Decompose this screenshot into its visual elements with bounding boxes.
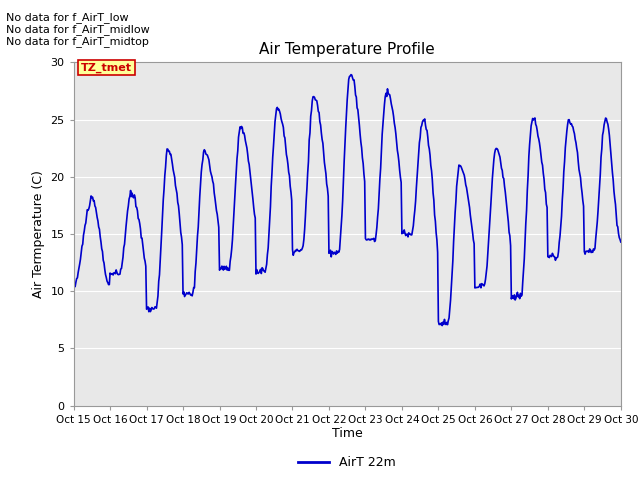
Text: No data for f_AirT_midlow: No data for f_AirT_midlow [6,24,150,35]
Y-axis label: Air Termperature (C): Air Termperature (C) [32,170,45,298]
Title: Air Temperature Profile: Air Temperature Profile [259,42,435,57]
X-axis label: Time: Time [332,427,363,441]
Legend: AirT 22m: AirT 22m [293,451,401,474]
Text: TZ_tmet: TZ_tmet [81,62,132,72]
Text: No data for f_AirT_low: No data for f_AirT_low [6,12,129,23]
Text: No data for f_AirT_midtop: No data for f_AirT_midtop [6,36,149,47]
